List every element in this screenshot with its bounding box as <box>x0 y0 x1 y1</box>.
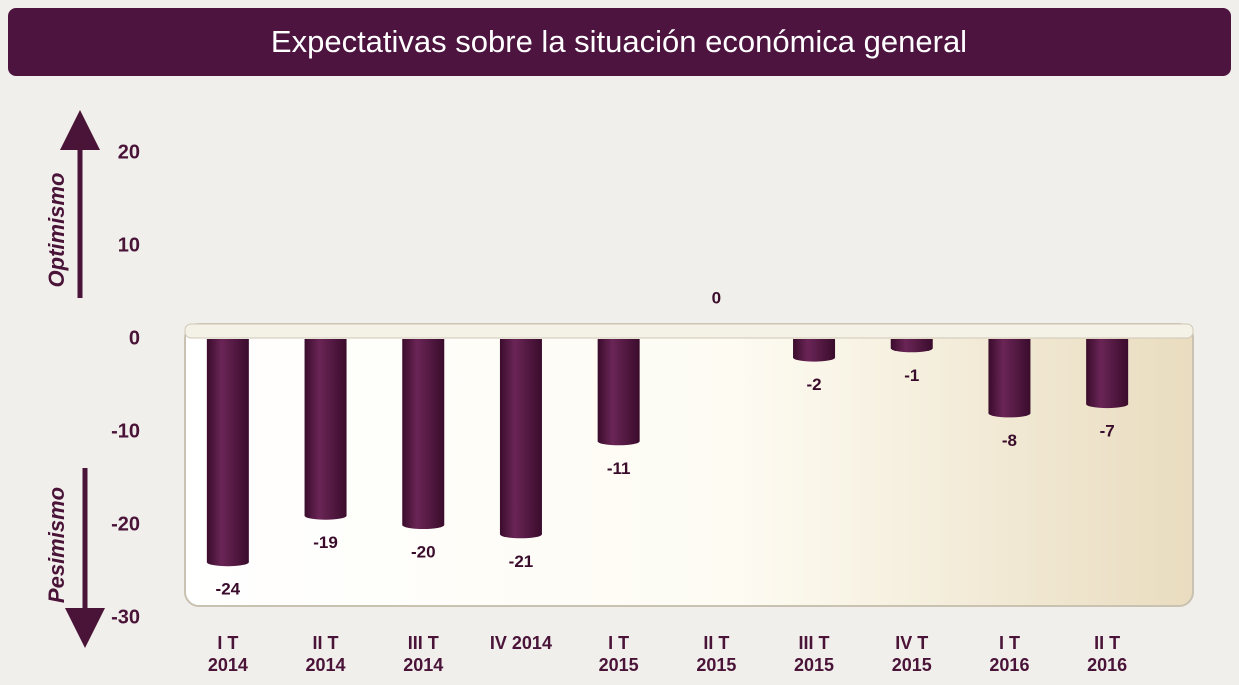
value-label: -19 <box>313 533 338 552</box>
value-label: -24 <box>216 580 241 599</box>
y-tick-label: -20 <box>111 513 140 535</box>
y-tick-label: 20 <box>118 141 140 163</box>
title-banner <box>8 8 1231 76</box>
x-tick-label: III T 2014 <box>403 633 444 675</box>
x-tick-label: I T 2015 <box>598 633 639 675</box>
bar <box>499 339 542 539</box>
x-tick-label: II T 2015 <box>696 633 737 675</box>
bar <box>597 339 640 446</box>
bar <box>1086 339 1129 409</box>
chart-title: Expectativas sobre la situación económic… <box>271 24 967 59</box>
value-label: -7 <box>1100 422 1115 441</box>
y-tick-label: 10 <box>118 234 140 256</box>
pessimism-label: Pesimismo <box>44 487 69 603</box>
bar <box>402 339 445 529</box>
x-tick-label: IV T 2015 <box>891 633 932 675</box>
y-tick-label: 0 <box>129 327 140 349</box>
x-tick-label: IV 2014 <box>489 633 552 653</box>
y-tick-label: -10 <box>111 420 140 442</box>
bar <box>890 339 933 353</box>
zero-plane <box>184 323 1194 339</box>
x-tick-label: III T 2015 <box>794 633 835 675</box>
value-label: -20 <box>411 542 436 561</box>
value-label: -1 <box>904 366 919 385</box>
y-tick-label: -30 <box>111 606 140 628</box>
x-tick-label: I T 2014 <box>207 633 248 675</box>
value-label: -21 <box>509 552 534 571</box>
bar <box>793 339 836 362</box>
value-label: -2 <box>806 375 821 394</box>
bar <box>988 339 1031 418</box>
value-label: 0 <box>712 288 721 307</box>
bar <box>206 339 249 567</box>
x-tick-label: II T 2016 <box>1087 633 1128 675</box>
value-label: -11 <box>607 459 631 478</box>
x-tick-label: I T 2016 <box>989 633 1030 675</box>
optimism-label: Optimismo <box>44 173 69 288</box>
x-tick-label: II T 2014 <box>305 633 346 675</box>
value-label: -8 <box>1002 431 1017 450</box>
bar <box>304 339 347 520</box>
